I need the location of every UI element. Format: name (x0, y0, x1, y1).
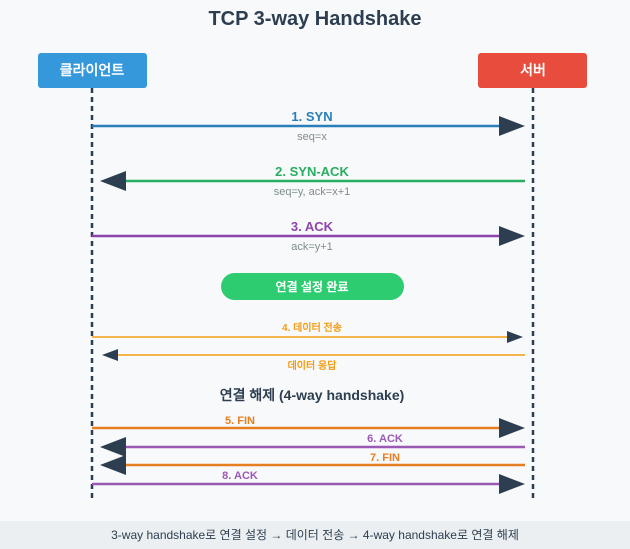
arrowhead-icon (507, 331, 523, 343)
arrowhead-icon (499, 116, 525, 136)
fin-label-2: 7. FIN (370, 452, 400, 464)
footer-caption: 3-way handshake로 연결 설정 → 데이터 전송 → 4-way … (0, 521, 630, 549)
fin-label-1: 5. FIN (225, 415, 255, 427)
syn-detail: seq=x (297, 131, 327, 143)
arrowhead-icon (499, 226, 525, 246)
syn-label: 1. SYN (291, 109, 332, 124)
server-box (478, 53, 587, 88)
syn-ack-detail: seq=y, ack=x+1 (274, 186, 351, 198)
data-reply-label: 데이터 응답 (288, 359, 338, 372)
ack-label: 3. ACK (291, 219, 334, 234)
data-send-label: 4. 데이터 전송 (282, 321, 342, 334)
client-box (38, 53, 147, 88)
arrowhead-icon (100, 455, 126, 475)
arrowhead-icon (499, 418, 525, 438)
arrowhead-icon (100, 171, 126, 191)
arrowhead-icon (499, 474, 525, 494)
diagram-title: TCP 3-way Handshake (208, 8, 421, 30)
client-label: 클라이언트 (60, 62, 125, 78)
established-badge (221, 273, 404, 300)
ack-label-2: 6. ACK (367, 433, 403, 445)
arrowhead-icon (100, 437, 126, 457)
ack-label-3: 8. ACK (222, 470, 258, 482)
arrowhead-icon (102, 349, 118, 361)
syn-ack-label: 2. SYN-ACK (275, 164, 349, 179)
ack-detail: ack=y+1 (291, 241, 333, 253)
server-label: 서버 (520, 62, 546, 78)
established-label: 연결 설정 완료 (276, 279, 349, 294)
teardown-title: 연결 해제 (4-way handshake) (220, 387, 405, 403)
